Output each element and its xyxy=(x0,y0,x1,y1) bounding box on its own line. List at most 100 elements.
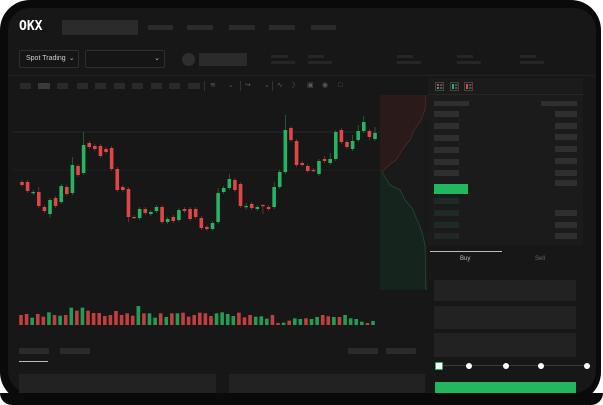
ask-row-price[interactable] xyxy=(434,111,459,117)
wave-icon[interactable]: ∿ xyxy=(277,82,283,89)
ask-row-size[interactable] xyxy=(555,170,577,176)
volume-bar xyxy=(35,314,40,325)
interval-button[interactable] xyxy=(151,83,162,89)
chevron-down-icon[interactable]: ⌄ xyxy=(264,82,270,89)
bid-row-size[interactable] xyxy=(555,210,577,216)
volume-bar xyxy=(292,318,297,325)
indicator-icon[interactable]: ↪ xyxy=(245,82,251,89)
slider-stop-75[interactable] xyxy=(538,363,544,369)
bid-row-price[interactable] xyxy=(434,233,459,239)
settings-icon[interactable]: ◉ xyxy=(322,82,329,89)
nav-item-4[interactable] xyxy=(269,25,295,30)
interval-button[interactable] xyxy=(169,83,180,89)
camera-icon[interactable]: ▣ xyxy=(307,82,314,89)
volume-bar xyxy=(52,315,57,325)
interval-button[interactable] xyxy=(95,83,106,89)
volume-bar xyxy=(192,315,197,325)
bid-row-size[interactable] xyxy=(555,222,577,228)
market-select[interactable]: Spot Trading ⌄ xyxy=(19,50,79,68)
ask-row-size[interactable] xyxy=(555,123,577,129)
total-input[interactable] xyxy=(434,333,576,357)
fullscreen-icon[interactable]: □ xyxy=(338,82,343,89)
candle xyxy=(266,205,271,211)
search-bar[interactable] xyxy=(62,20,138,35)
chart-type-icon[interactable]: ≋ xyxy=(210,82,216,89)
stat-value xyxy=(457,61,481,64)
interval-button[interactable] xyxy=(77,83,88,89)
chevron-down-icon: ⌄ xyxy=(154,55,160,62)
volume-bar xyxy=(164,317,169,325)
bid-row-price[interactable] xyxy=(434,222,459,228)
ask-row-size[interactable] xyxy=(555,134,577,140)
volume-bar xyxy=(175,313,180,325)
slider-stop-100[interactable] xyxy=(584,363,590,369)
candle xyxy=(317,159,321,176)
tab-open-orders[interactable] xyxy=(19,348,49,354)
price-input[interactable] xyxy=(434,280,576,301)
filter-button[interactable] xyxy=(348,348,378,354)
candle xyxy=(322,156,327,163)
candle-body xyxy=(93,146,97,149)
volume-bar xyxy=(158,313,163,325)
interval-button-active[interactable] xyxy=(38,83,50,89)
buy-button[interactable] xyxy=(435,382,576,395)
volume-bar xyxy=(130,315,135,325)
pair-select[interactable]: ⌄ xyxy=(85,50,165,68)
amount-slider-track[interactable] xyxy=(438,365,588,366)
nav-item-1[interactable] xyxy=(148,25,173,30)
orderbook-asks-icon[interactable] xyxy=(464,82,473,91)
candle-body xyxy=(367,131,372,137)
candle-body xyxy=(193,209,198,217)
volume-bar xyxy=(203,313,208,325)
volume-bar xyxy=(58,315,62,325)
orderbook-bids-icon[interactable] xyxy=(450,82,459,91)
nav-item-3[interactable] xyxy=(229,25,255,30)
filter-button[interactable] xyxy=(386,348,416,354)
stat-label xyxy=(397,55,413,58)
interval-button[interactable] xyxy=(57,83,68,89)
tab-order-history[interactable] xyxy=(60,348,90,354)
slider-stop-50[interactable] xyxy=(503,363,509,369)
candle-body xyxy=(361,122,366,131)
nav-item-2[interactable] xyxy=(187,25,213,30)
amount-input[interactable] xyxy=(434,306,576,329)
ask-row-price[interactable] xyxy=(434,170,459,176)
ask-row-size[interactable] xyxy=(555,158,577,164)
nav-item-5[interactable] xyxy=(311,25,336,30)
volume-bar xyxy=(47,312,51,325)
ask-row-size[interactable] xyxy=(555,111,577,117)
chevron-down-icon[interactable]: ⌄ xyxy=(228,82,234,89)
ask-row-price[interactable] xyxy=(434,123,459,129)
candle-body xyxy=(356,131,360,140)
candle xyxy=(333,130,338,161)
volume-bar xyxy=(114,311,118,325)
ask-row-size[interactable] xyxy=(555,180,577,186)
interval-button[interactable] xyxy=(132,83,143,89)
orderbook-both-icon[interactable] xyxy=(435,82,444,91)
bid-row-size[interactable] xyxy=(555,233,577,239)
slider-stop-25[interactable] xyxy=(466,363,472,369)
depth-asks-area xyxy=(380,95,426,172)
ask-row-size[interactable] xyxy=(555,146,577,152)
okx-logo[interactable]: OKX xyxy=(19,19,43,34)
interval-button[interactable] xyxy=(188,83,200,89)
candle xyxy=(126,187,131,222)
interval-button[interactable] xyxy=(114,83,125,89)
ruler-icon[interactable]: 〉 xyxy=(292,82,299,89)
tab-buy[interactable]: Buy xyxy=(460,256,471,262)
candle-body xyxy=(59,186,64,202)
ask-row-price[interactable] xyxy=(434,147,459,153)
slider-handle[interactable] xyxy=(435,362,443,370)
candle-body xyxy=(137,209,142,218)
candle-body xyxy=(244,206,248,208)
bid-row-price[interactable] xyxy=(434,198,459,204)
bid-row-price[interactable] xyxy=(434,210,459,216)
candle-body xyxy=(165,219,170,222)
ask-row-price[interactable] xyxy=(434,159,459,165)
ask-row-price[interactable] xyxy=(434,135,459,141)
volume-bar xyxy=(220,312,224,325)
interval-button[interactable] xyxy=(20,83,31,89)
volume-bar xyxy=(136,306,141,325)
tab-sell[interactable]: Sell xyxy=(535,256,546,262)
